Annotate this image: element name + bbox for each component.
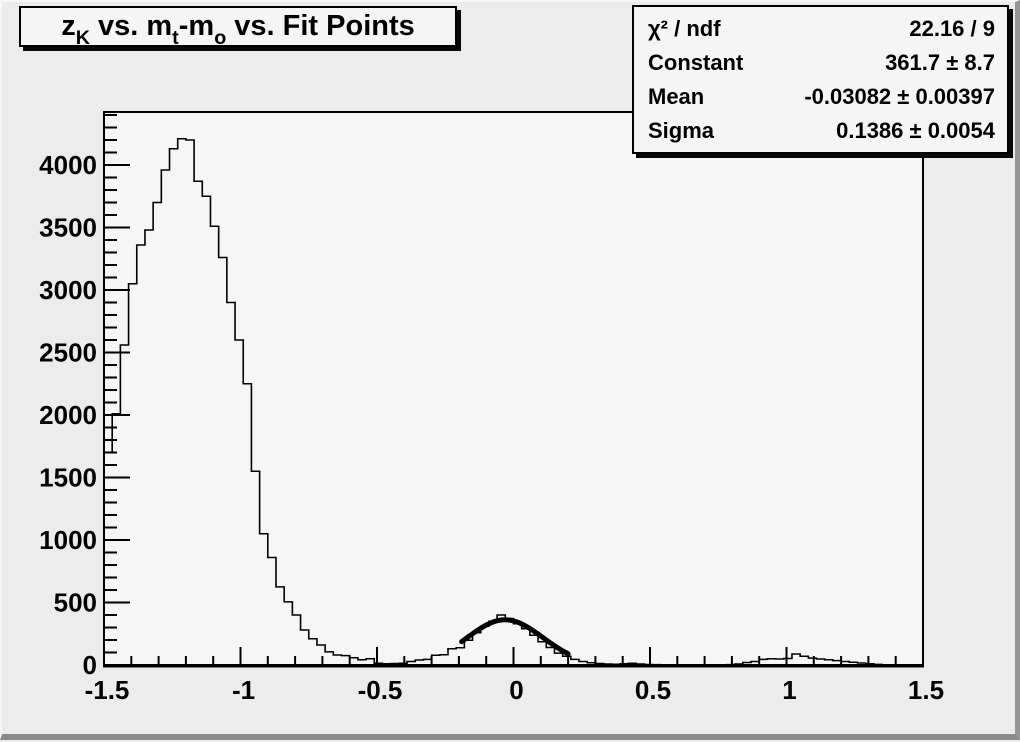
y-axis — [104, 114, 130, 666]
stat-label-constant: Constant — [648, 49, 744, 75]
y-axis-labels: 0 500 1000 1500 2000 2500 3000 3500 4000 — [39, 150, 97, 680]
svg-text:3000: 3000 — [39, 275, 97, 305]
plot-frame — [104, 112, 923, 665]
svg-text:0: 0 — [83, 650, 97, 680]
stat-row-sigma: Sigma 0.1386 ± 0.0054 — [634, 114, 1007, 147]
plot-title: zK vs. mt-mo vs. Fit Points — [61, 10, 415, 50]
x-axis-labels: -1.5 -1 -0.5 0 0.5 1 1.5 — [85, 675, 944, 705]
svg-text:4000: 4000 — [39, 150, 97, 180]
svg-text:500: 500 — [54, 588, 97, 618]
stat-label-mean: Mean — [648, 84, 705, 110]
svg-text:-1.5: -1.5 — [85, 675, 130, 705]
svg-text:3500: 3500 — [39, 213, 97, 243]
stat-value-sigma: 0.1386 ± 0.0054 — [836, 118, 995, 144]
svg-text:-0.5: -0.5 — [358, 675, 403, 705]
stat-value-mean: -0.03082 ± 0.00397 — [804, 84, 995, 110]
stat-value-chi2: 22.16 / 9 — [909, 15, 995, 41]
title-box: zK vs. mt-mo vs. Fit Points — [19, 6, 457, 50]
stat-row-mean: Mean -0.03082 ± 0.00397 — [634, 80, 1007, 113]
stat-row-chi2: χ² / ndf 22.16 / 9 — [634, 12, 1007, 45]
svg-text:2000: 2000 — [39, 400, 97, 430]
stat-label-chi2: χ² / ndf — [648, 15, 721, 41]
stat-row-constant: Constant 361.7 ± 8.7 — [634, 46, 1007, 79]
stat-value-constant: 361.7 ± 8.7 — [885, 49, 995, 75]
stats-box: χ² / ndf 22.16 / 9 Constant 361.7 ± 8.7 … — [632, 5, 1009, 154]
svg-text:0: 0 — [509, 675, 523, 705]
svg-text:0.5: 0.5 — [635, 675, 671, 705]
svg-text:1: 1 — [782, 675, 796, 705]
svg-text:1000: 1000 — [39, 525, 97, 555]
svg-text:1500: 1500 — [39, 463, 97, 493]
stat-label-sigma: Sigma — [648, 118, 715, 144]
svg-text:2500: 2500 — [39, 338, 97, 368]
fit-curve — [459, 617, 571, 657]
svg-text:-1: -1 — [232, 675, 255, 705]
svg-text:1.5: 1.5 — [908, 675, 944, 705]
